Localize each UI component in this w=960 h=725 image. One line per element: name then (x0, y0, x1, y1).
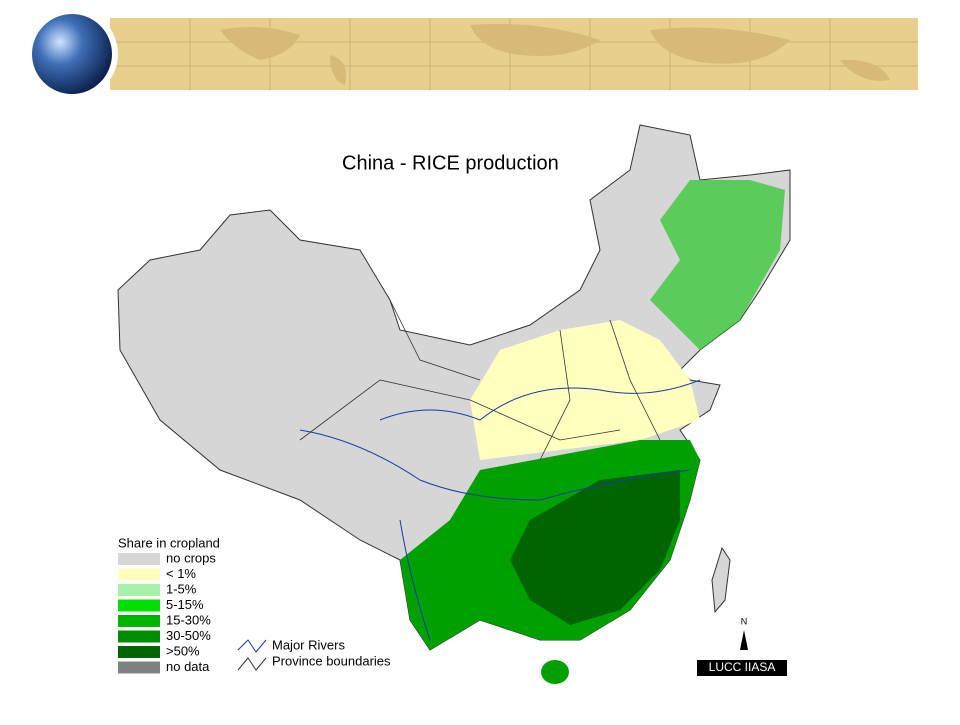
lines-legend-label: Major Rivers (272, 637, 345, 652)
north-arrow-shape (740, 630, 748, 650)
north-arrow: N (740, 616, 748, 650)
legend-label: >50% (166, 643, 200, 658)
province-boundaries (299, 299, 661, 461)
taiwan (711, 546, 731, 614)
north-label: N (741, 616, 748, 626)
rivers (299, 379, 701, 641)
legend-swatch (118, 615, 160, 627)
boundary-swatch (237, 657, 267, 671)
legend-swatch (118, 584, 160, 596)
legend: Share in cropland no crops< 1%1-5%5-15%1… (118, 535, 220, 674)
credit: LUCC IIASA (709, 660, 776, 674)
legend-swatch (118, 661, 160, 674)
credit-box (697, 660, 787, 676)
ne-green-region (650, 180, 785, 350)
map: China - RICE production (117, 124, 791, 684)
legend-swatch (118, 646, 160, 658)
legend-label: no crops (166, 550, 216, 565)
lines-legend-label: Province boundaries (272, 653, 391, 668)
lines-legend: Major Rivers Province boundaries (237, 637, 391, 671)
low-share-region (470, 320, 700, 460)
legend-label: 30-50% (166, 628, 211, 643)
legend-label: 15-30% (166, 612, 211, 627)
globe (32, 14, 112, 94)
legend-label: < 1% (166, 566, 196, 581)
legend-label: 5-15% (166, 597, 204, 612)
south-dark-region (510, 470, 680, 625)
legend-title: Share in cropland (118, 535, 220, 550)
legend-label: 1-5% (166, 581, 197, 596)
banner-continents (220, 24, 890, 85)
map-title: China - RICE production (342, 152, 559, 174)
legend-swatch (118, 568, 160, 581)
legend-swatch (118, 553, 160, 565)
legend-swatch (118, 599, 160, 612)
river-swatch (237, 639, 267, 653)
banner (26, 8, 918, 100)
legend-label: no data (166, 659, 210, 674)
legend-swatch (118, 630, 160, 643)
hainan (541, 660, 569, 684)
